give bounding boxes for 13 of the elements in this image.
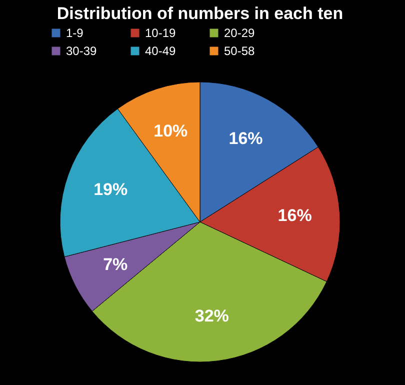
data-label: 19% <box>94 180 128 199</box>
legend-label: 50-58 <box>224 44 256 58</box>
legend-label: 30-39 <box>66 44 98 58</box>
data-label: 32% <box>194 306 229 326</box>
data-label: 16% <box>278 206 312 226</box>
data-label: 7% <box>103 255 128 274</box>
legend-label: 10-19 <box>145 26 176 40</box>
legend-label: 20-29 <box>224 26 256 40</box>
data-label: 16% <box>228 128 263 148</box>
legend-label: 1-9 <box>66 26 84 40</box>
chart-title: Distribution of numbers in each ten <box>56 4 344 23</box>
legend-label: 40-49 <box>145 44 176 58</box>
data-label: 10% <box>154 122 188 141</box>
